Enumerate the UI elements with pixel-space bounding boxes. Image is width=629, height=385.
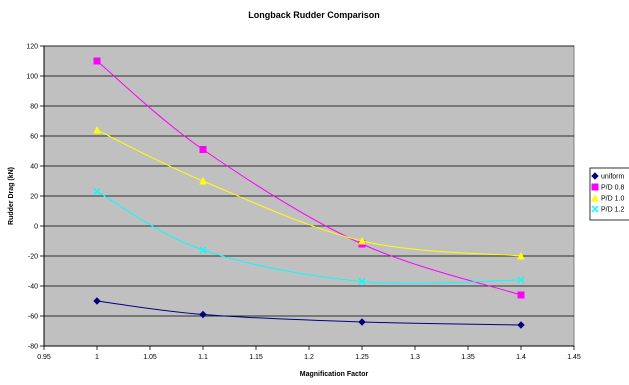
data-point-p-d-1-2 <box>199 246 207 254</box>
data-point-uniform <box>517 321 525 329</box>
series-uniform <box>93 297 525 329</box>
series-line-p-d-1-0 <box>96 129 522 257</box>
data-point-p-d-0-8 <box>517 291 525 299</box>
data-point-p-d-1-2 <box>93 187 101 196</box>
x-tick-label: 1.15 <box>249 354 263 361</box>
data-point-p-d-1-0 <box>358 236 366 245</box>
x-tick-label: 1.25 <box>355 354 369 361</box>
series-p-d-1-2 <box>93 187 525 286</box>
marker-stroke <box>358 277 366 286</box>
x-tick-label: 0.95 <box>37 354 51 361</box>
x-tick-label: 1.3 <box>410 354 420 361</box>
x-tick-label: 1.2 <box>304 354 314 361</box>
legend: uniform P/D 0.8 P/D 1.0 P/D 1.2 <box>589 167 629 221</box>
legend-label-p-d-1-0: P/D 1.0 <box>601 196 624 203</box>
y-tick-label: 20 <box>30 194 38 201</box>
marker-stroke <box>591 205 599 213</box>
x-tick-label: 1.05 <box>143 354 157 361</box>
data-point-p-d-0-8 <box>93 57 101 65</box>
data-point-uniform <box>358 318 366 326</box>
y-tick-label: -60 <box>28 314 38 321</box>
x-tick-label: 1.45 <box>567 354 581 361</box>
marker-stroke <box>199 246 207 254</box>
y-tick-label: 40 <box>30 164 38 171</box>
marker-stroke <box>93 187 101 196</box>
y-axis-title: Rudder Drag (kN) <box>8 167 15 225</box>
x-tick-label: 1.35 <box>461 354 475 361</box>
series-p-d-1-0 <box>93 125 525 260</box>
y-tick-label: 80 <box>30 104 38 111</box>
y-tick-label: -80 <box>28 344 38 351</box>
y-tick-label: -20 <box>28 254 38 261</box>
y-tick-label: 120 <box>26 44 38 51</box>
plot-area: 120 100 80 60 40 20 0 -20 -40 -60 -80 0.95 1 1.05 1.1 1… <box>26 44 581 362</box>
legend-marker-p-d-1-0 <box>591 193 599 202</box>
y-tick-label: 100 <box>26 74 38 81</box>
y-tick-label: -40 <box>28 284 38 291</box>
x-tick-label: 1.1 <box>198 354 208 361</box>
legend-label-p-d-0-8: P/D 0.8 <box>601 185 624 192</box>
x-tick-label: 1 <box>95 354 99 361</box>
chart-title: Longback Rudder Comparison <box>248 10 380 20</box>
x-axis-title: Magnification Factor <box>300 371 369 378</box>
data-point-uniform <box>199 310 207 319</box>
y-tick-label: 0 <box>34 224 38 231</box>
legend-marker-uniform <box>591 172 599 180</box>
data-point-p-d-1-0 <box>93 125 101 134</box>
marker-stroke <box>517 276 525 284</box>
legend-marker-p-d-1-2 <box>591 205 599 213</box>
legend-label-p-d-1-2: P/D 1.2 <box>601 207 624 214</box>
data-point-p-d-1-2 <box>358 277 366 286</box>
data-point-uniform <box>93 297 101 305</box>
data-point-p-d-1-2 <box>517 276 525 284</box>
series-line-p-d-1-2 <box>96 191 522 284</box>
data-point-p-d-0-8 <box>199 146 207 153</box>
legend-marker-p-d-0-8 <box>591 183 599 191</box>
x-tick-label: 1.4 <box>516 354 526 361</box>
data-point-p-d-1-0 <box>199 176 207 185</box>
legend-label-uniform: uniform <box>601 174 625 181</box>
series-line-p-d-0-8 <box>96 60 522 296</box>
data-point-p-d-1-0 <box>517 251 525 260</box>
series-line-uniform <box>96 300 522 326</box>
y-tick-label: 60 <box>30 134 38 141</box>
